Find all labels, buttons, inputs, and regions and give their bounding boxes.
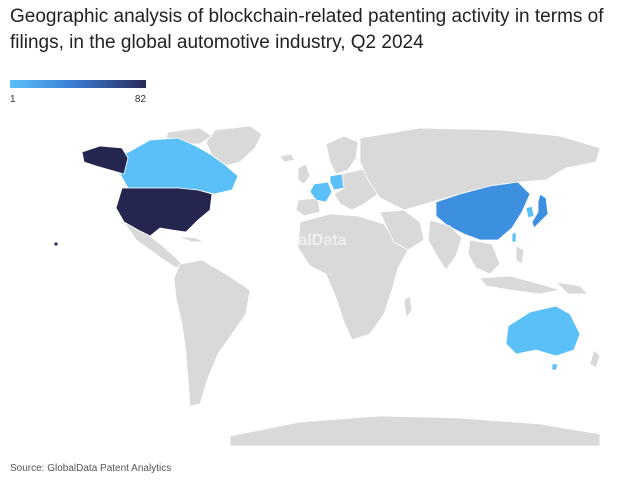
region-alaska: [81, 145, 129, 175]
region-japan: [531, 193, 549, 229]
region-iceland: [279, 153, 295, 163]
region-antarctica: [229, 415, 601, 447]
region-taiwan: [511, 231, 517, 243]
region-southeast-asia: [467, 239, 501, 275]
region-germany: [329, 173, 345, 191]
watermark-text: GlobalData: [262, 232, 347, 249]
region-papua-new-guinea: [554, 281, 589, 295]
region-new-zealand: [589, 349, 601, 369]
region-russia-central-asia: [359, 127, 601, 211]
color-legend: 1 82: [10, 80, 148, 110]
region-uk-ireland: [297, 163, 311, 185]
legend-gradient-bar: [10, 80, 146, 88]
region-australia: [505, 305, 581, 357]
region-indonesia-philippines: [479, 245, 561, 295]
region-madagascar: [403, 295, 413, 320]
region-france: [309, 181, 333, 203]
region-south-asia: [427, 219, 463, 271]
region-iberia: [295, 197, 321, 217]
region-tasmania: [551, 363, 559, 371]
chart-title: Geographic analysis of blockchain-relate…: [10, 6, 604, 53]
source-note: Source: GlobalData Patent Analytics: [10, 463, 172, 474]
region-hawaii: [54, 242, 58, 246]
region-africa: [297, 213, 409, 341]
region-south-america: [173, 259, 251, 407]
legend-max-label: 82: [134, 94, 146, 105]
legend-min-label: 1: [10, 94, 16, 105]
region-scandinavia: [325, 135, 359, 175]
region-south-korea: [525, 205, 535, 219]
region-greenland: [205, 125, 263, 167]
world-map: [54, 125, 601, 447]
region-middle-east: [379, 209, 425, 251]
region-caribbean: [177, 235, 205, 243]
